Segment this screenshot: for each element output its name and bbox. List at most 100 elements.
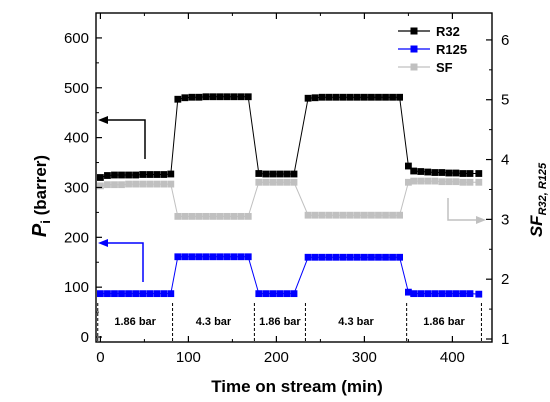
point-sf bbox=[318, 211, 326, 219]
region-label: 1.86 bar bbox=[259, 316, 301, 328]
point-r32 bbox=[346, 93, 354, 101]
point-r125 bbox=[209, 253, 217, 261]
point-r125 bbox=[125, 290, 132, 298]
point-sf bbox=[361, 211, 368, 219]
y-axis-right-title: SFR32, R125 bbox=[527, 162, 549, 237]
point-r125 bbox=[167, 290, 175, 298]
y-axis-left-title: Pi (barrer) bbox=[29, 155, 53, 237]
point-sf bbox=[244, 212, 252, 220]
point-r32 bbox=[262, 170, 270, 178]
plot-frame bbox=[95, 12, 493, 343]
point-sf bbox=[230, 212, 238, 220]
point-sf bbox=[304, 211, 312, 219]
x-tick-label: 400 bbox=[440, 349, 465, 366]
y-axis-left-title-main: P bbox=[29, 223, 51, 237]
y2-tick-label: 1 bbox=[501, 331, 509, 348]
r32-axis-arrow-head bbox=[98, 116, 108, 124]
point-r125 bbox=[174, 253, 182, 261]
point-r32 bbox=[466, 170, 474, 177]
x-tick-label: 100 bbox=[176, 349, 201, 366]
point-sf bbox=[290, 178, 298, 186]
point-r32 bbox=[438, 169, 446, 176]
y-axis-left-ticks: 0 100 200 300 400 500 600 bbox=[64, 12, 102, 346]
y2-tick-label: 2 bbox=[501, 271, 509, 288]
point-r125 bbox=[424, 290, 432, 298]
point-r125 bbox=[417, 290, 425, 298]
sf-axis-arrow-head bbox=[476, 216, 486, 224]
x-tick-label: 200 bbox=[264, 349, 289, 366]
point-sf bbox=[396, 211, 403, 219]
x-axis-ticks: 0 100 200 300 400 bbox=[96, 13, 465, 366]
y2-tick-label: 3 bbox=[501, 211, 509, 228]
point-r32 bbox=[424, 168, 432, 176]
point-r32 bbox=[174, 95, 182, 103]
point-r125 bbox=[332, 253, 340, 261]
point-r32 bbox=[290, 170, 298, 178]
point-r125 bbox=[396, 253, 403, 261]
region-label: 1.86 bar bbox=[114, 316, 156, 328]
point-r125 bbox=[223, 253, 231, 261]
point-r125 bbox=[290, 290, 298, 298]
x-axis-title: Time on stream (min) bbox=[211, 377, 383, 396]
point-sf bbox=[382, 211, 389, 219]
point-sf bbox=[160, 180, 168, 188]
point-r32 bbox=[389, 93, 396, 101]
sf-axis-arrow-line bbox=[447, 198, 478, 221]
r125-axis-arrow-line bbox=[106, 242, 144, 282]
point-sf bbox=[153, 180, 161, 188]
r32-axis-arrow-line bbox=[106, 119, 146, 159]
point-r125 bbox=[311, 253, 319, 261]
point-r32 bbox=[475, 170, 483, 177]
point-r125 bbox=[230, 253, 238, 261]
point-r32 bbox=[125, 171, 132, 179]
point-r125 bbox=[188, 253, 196, 261]
point-r32 bbox=[304, 94, 312, 102]
point-r32 bbox=[111, 171, 118, 179]
point-sf bbox=[276, 178, 284, 186]
x-tick-label: 0 bbox=[96, 349, 104, 366]
point-sf bbox=[111, 181, 118, 189]
point-sf bbox=[332, 211, 340, 219]
point-r32 bbox=[118, 171, 125, 179]
point-r32 bbox=[216, 93, 224, 101]
point-r32 bbox=[396, 93, 403, 101]
pressure-regions: 1.86 bar 4.3 bar 1.86 bar 4.3 bar 1.86 bar bbox=[97, 303, 482, 342]
point-r125 bbox=[405, 288, 412, 296]
point-r125 bbox=[216, 253, 224, 261]
point-r125 bbox=[181, 253, 189, 261]
point-sf bbox=[417, 177, 425, 185]
point-r32 bbox=[244, 93, 252, 101]
point-sf bbox=[353, 211, 361, 219]
point-r125 bbox=[318, 253, 326, 261]
legend-label-r32: R32 bbox=[436, 24, 460, 39]
point-sf bbox=[346, 211, 354, 219]
point-sf bbox=[237, 212, 245, 220]
point-r32 bbox=[223, 93, 231, 101]
point-r125 bbox=[445, 290, 453, 298]
point-r32 bbox=[445, 169, 453, 177]
point-sf bbox=[118, 181, 125, 189]
point-r125 bbox=[132, 290, 139, 298]
series-group bbox=[97, 93, 483, 298]
point-sf bbox=[181, 212, 189, 220]
point-sf bbox=[262, 178, 270, 186]
point-r32 bbox=[237, 93, 245, 101]
point-r125 bbox=[97, 290, 104, 298]
point-sf bbox=[431, 177, 439, 185]
point-sf bbox=[167, 180, 175, 188]
point-r32 bbox=[276, 170, 284, 178]
point-r32 bbox=[269, 170, 277, 178]
series-line-r125 bbox=[100, 256, 479, 295]
legend-label-sf: SF bbox=[436, 60, 453, 75]
point-r32 bbox=[195, 93, 203, 101]
point-r32 bbox=[459, 170, 467, 177]
y-axis-right-title-sub: R32, R125 bbox=[537, 162, 549, 215]
point-sf bbox=[325, 211, 333, 219]
point-sf bbox=[375, 211, 382, 219]
region-label: 1.86 bar bbox=[423, 316, 465, 328]
point-sf bbox=[195, 212, 203, 220]
point-r32 bbox=[410, 167, 418, 175]
y-tick-label: 0 bbox=[81, 329, 89, 346]
legend-marker-r125 bbox=[410, 45, 418, 53]
